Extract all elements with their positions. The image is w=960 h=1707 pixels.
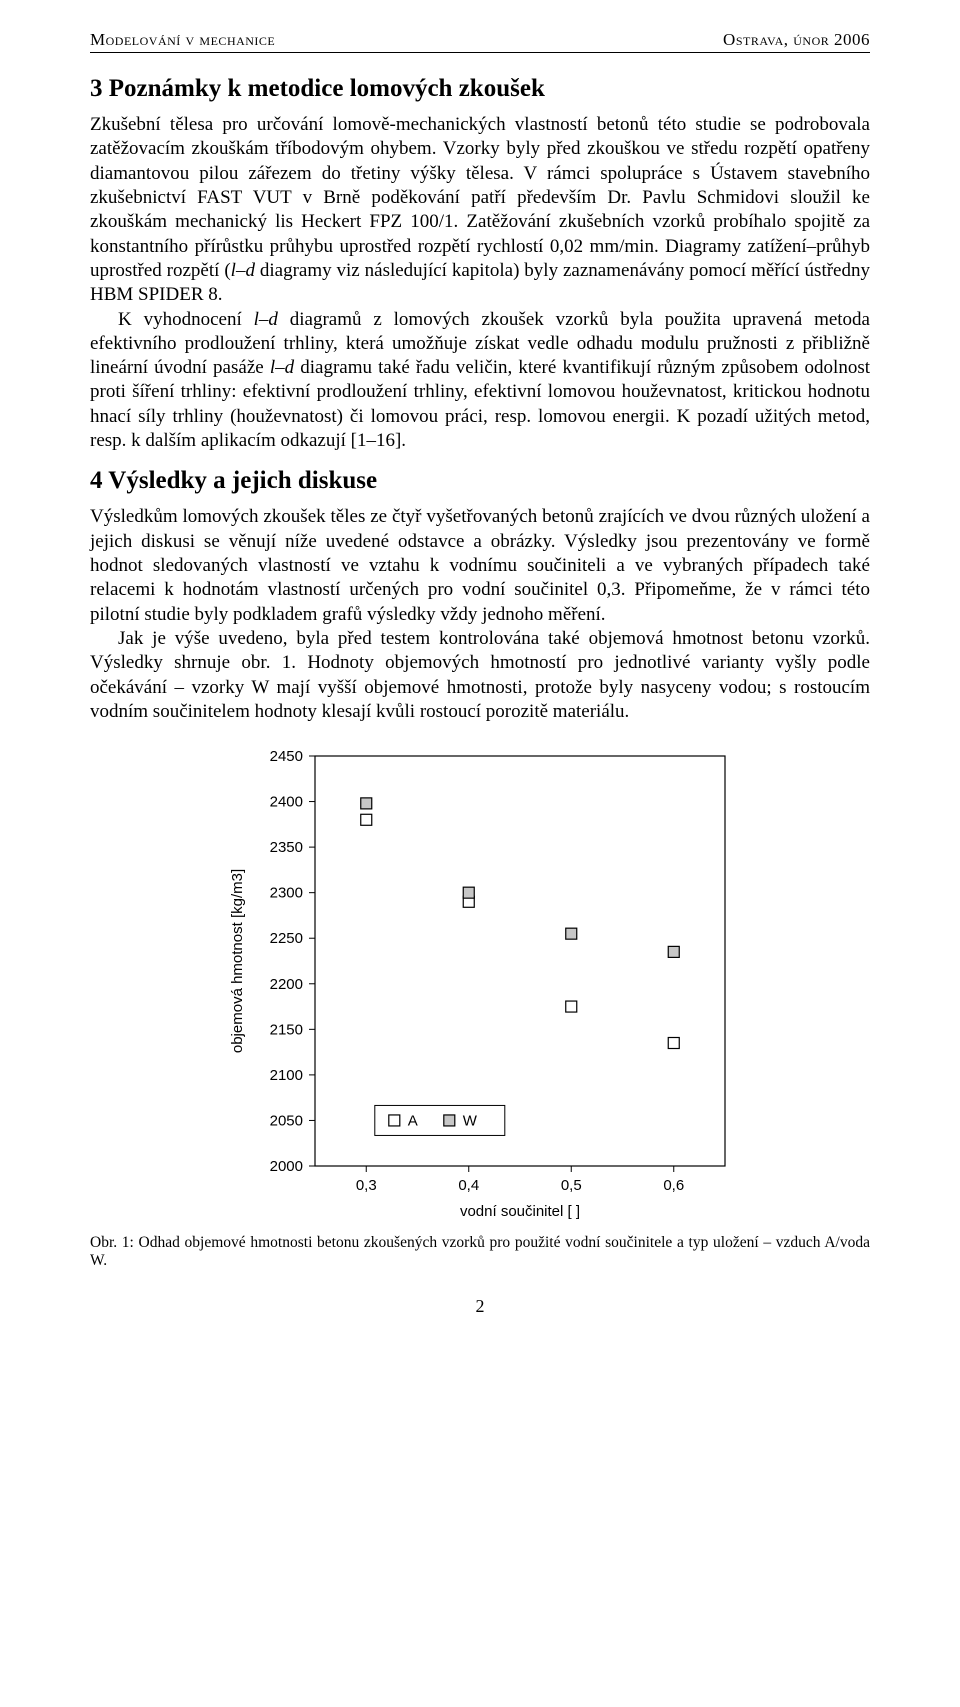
section-3-title: 3 Poznámky k metodice lomových zkoušek <box>90 75 870 103</box>
header-left: Modelování v mechanice <box>90 30 275 50</box>
svg-text:0,6: 0,6 <box>663 1177 684 1194</box>
svg-text:A: A <box>408 1113 418 1130</box>
svg-text:2150: 2150 <box>270 1022 303 1039</box>
page: Modelování v mechanice Ostrava, únor 200… <box>0 0 960 1357</box>
svg-text:objemová hmotnost [kg/m3]: objemová hmotnost [kg/m3] <box>229 869 246 1053</box>
svg-text:2450: 2450 <box>270 748 303 765</box>
ld-var-2: l–d <box>254 309 278 330</box>
sec3-p1-a: Zkušební tělesa pro určování lomově-mech… <box>90 114 870 281</box>
svg-text:2200: 2200 <box>270 976 303 993</box>
svg-text:0,4: 0,4 <box>458 1177 479 1194</box>
running-header: Modelování v mechanice Ostrava, únor 200… <box>90 30 870 53</box>
density-chart: 2000 2050 2100 2150 2200 2250 2300 2350 2400 2450… <box>220 746 740 1226</box>
svg-text:2000: 2000 <box>270 1158 303 1175</box>
sec4-para2: Jak je výše uvedeno, byla před testem ko… <box>90 627 870 724</box>
sec3-para1: Zkušební tělesa pro určování lomově-mech… <box>90 113 870 308</box>
svg-text:2250: 2250 <box>270 930 303 947</box>
ld-var-3: l–d <box>270 357 294 378</box>
section-4-title: 4 Výsledky a jejich diskuse <box>90 467 870 495</box>
svg-text:2350: 2350 <box>270 839 303 856</box>
svg-text:vodní součinitel [ ]: vodní součinitel [ ] <box>460 1203 580 1220</box>
svg-text:0,5: 0,5 <box>561 1177 582 1194</box>
sec3-p2-a: K vyhodnocení <box>118 309 254 330</box>
sec4-para1: Výsledkům lomových zkoušek těles ze čtyř… <box>90 505 870 627</box>
svg-text:2400: 2400 <box>270 794 303 811</box>
header-right: Ostrava, únor 2006 <box>723 30 870 50</box>
svg-text:2300: 2300 <box>270 885 303 902</box>
density-chart-svg: 2000 2050 2100 2150 2200 2250 2300 2350 2400 2450… <box>220 746 740 1226</box>
page-number: 2 <box>90 1296 870 1317</box>
svg-text:W: W <box>463 1113 478 1130</box>
svg-text:2050: 2050 <box>270 1113 303 1130</box>
figure-1-caption: Obr. 1: Odhad objemové hmotnosti betonu … <box>90 1234 870 1270</box>
svg-text:2100: 2100 <box>270 1067 303 1084</box>
sec3-para2: K vyhodnocení l–d diagramů z lomových zk… <box>90 308 870 454</box>
ld-var-1: l–d <box>231 260 255 281</box>
svg-text:0,3: 0,3 <box>356 1177 377 1194</box>
